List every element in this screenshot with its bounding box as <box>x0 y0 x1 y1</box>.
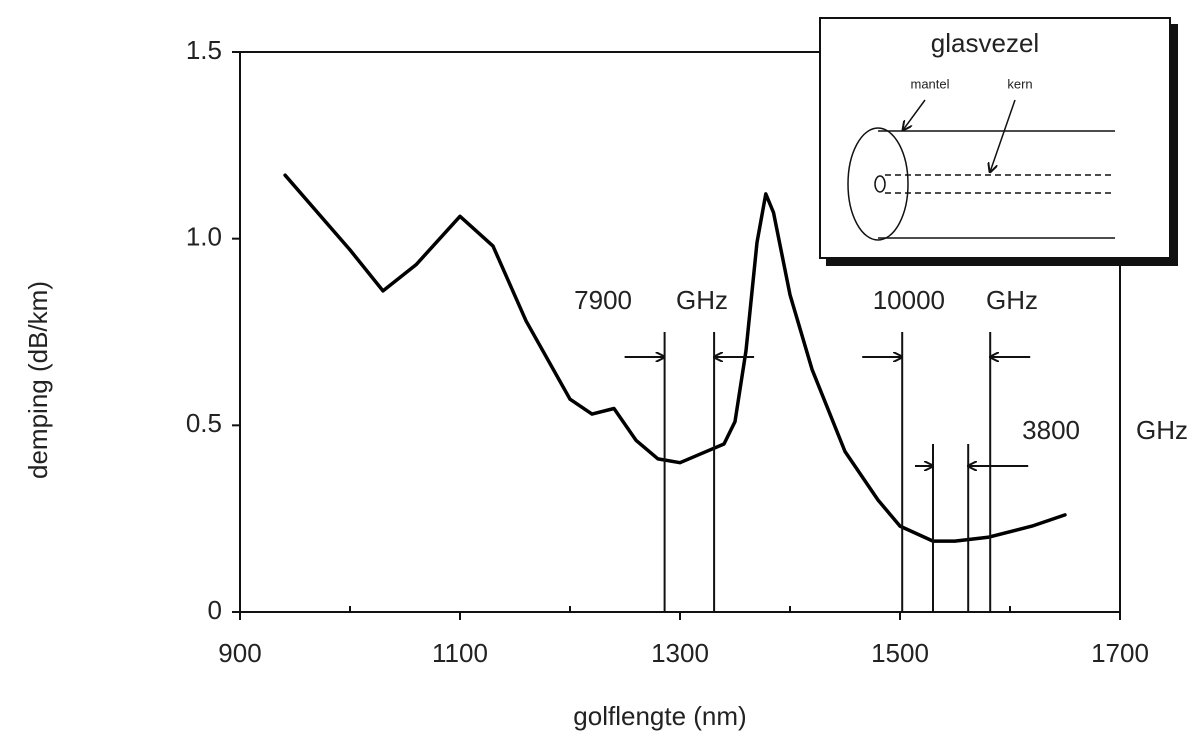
x-tick-label: 900 <box>218 638 261 668</box>
attenuation-line <box>283 173 1067 543</box>
fiber-core <box>874 175 886 193</box>
band-label: 3800 <box>1022 415 1080 445</box>
inset-label: kern <box>1007 76 1032 91</box>
inset: glasvezel mantel kern <box>819 17 1178 266</box>
band-label: 10000 <box>873 285 945 315</box>
inset-arrow <box>990 99 1016 172</box>
y-tick-label: 0 <box>208 595 222 625</box>
x-tick-label: 1100 <box>432 638 488 668</box>
y-tick-label: 0.5 <box>186 408 222 438</box>
x-axis-label: golflengte (nm) <box>573 701 746 731</box>
band-unit: GHz <box>676 285 728 315</box>
band-unit: GHz <box>986 285 1038 315</box>
inset-box <box>819 17 1171 259</box>
x-tick-label: 1500 <box>871 638 929 668</box>
band-unit: GHz <box>1136 415 1188 445</box>
x-tick-label: 1300 <box>651 638 709 668</box>
y-tick-label: 1.5 <box>186 35 222 65</box>
y-tick-label: 1.0 <box>186 222 222 252</box>
x-tick-label: 1700 <box>1091 638 1149 668</box>
inset-label: mantel <box>910 76 949 91</box>
inset-arrow <box>903 99 926 130</box>
y-axis-label: demping (dB/km) <box>23 281 53 479</box>
fiber-end <box>847 127 909 241</box>
inset-title: glasvezel <box>931 28 1039 58</box>
band-label: 7900 <box>574 285 632 315</box>
